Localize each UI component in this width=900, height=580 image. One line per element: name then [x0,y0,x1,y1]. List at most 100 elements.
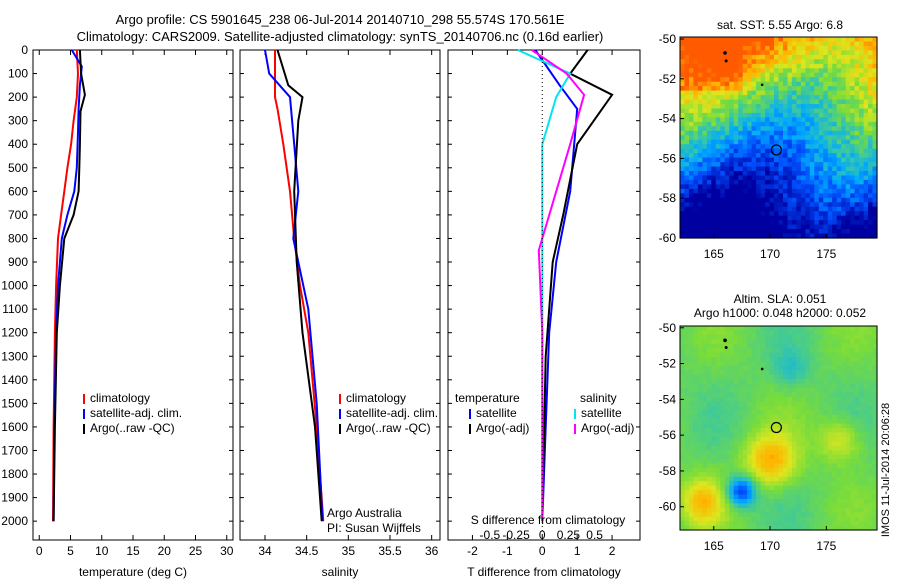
map-cell [832,401,838,407]
map-cell [827,112,833,118]
map-cell [796,50,802,56]
map-cell [845,184,851,190]
map-cell [697,90,703,96]
map-cell [791,179,797,185]
map-cell [809,512,815,518]
map-cell [706,139,712,145]
map-cell [715,383,721,389]
map-cell [809,175,815,181]
map-cell [859,334,865,340]
map-cell [733,99,739,105]
map-cell [796,99,802,105]
map-cell [850,188,856,194]
map-cell [863,68,869,74]
map-cell [756,330,762,336]
map-cell [715,499,721,504]
map-cell [823,436,829,442]
map-cell [814,383,820,389]
map-cell [729,441,735,447]
map-cell [814,233,820,239]
map-cell [872,485,878,491]
map-cell [872,365,878,371]
map-cell [868,162,874,168]
map-cell [711,224,717,230]
map-cell [800,224,806,230]
map-cell [859,454,865,460]
map-cell [814,485,820,491]
map-cell [845,414,851,420]
map-cell [765,211,771,217]
map-cell [809,414,815,420]
map-cell [711,179,717,185]
map-cell [845,211,851,217]
map-cell [733,175,739,181]
map-cell [724,171,730,177]
map-cell [783,357,789,362]
map-cell [733,423,739,429]
top-axis-label: S difference from climatology [471,513,626,527]
map-cell [872,383,878,389]
annotation-line: Argo Australia [327,506,402,520]
map-cell [796,188,802,194]
map-cell [845,135,851,141]
map-cell [760,202,766,208]
map-cell [680,485,686,491]
map-cell [800,463,806,469]
map-cell [823,220,829,226]
map-cell [872,472,878,478]
map-cell [774,476,780,482]
map-cell [832,459,838,464]
map-cell [715,72,721,78]
map-cell [872,135,878,141]
map-cell [742,166,748,172]
map-cell [868,59,874,65]
map-cell [859,499,865,504]
map-cell [787,445,793,451]
map-cell [715,179,721,185]
map-cell [872,157,878,163]
map-cell [805,454,811,460]
map-cell [693,90,699,96]
map-cell [859,326,865,331]
map-cell [774,41,780,47]
map-cell [760,108,766,114]
map-cell [787,525,793,531]
map-cell [693,467,699,473]
map-cell [756,153,762,159]
map-cell [706,86,712,92]
map-cell [765,157,771,163]
map-cell [832,224,838,230]
map-cell [680,410,686,416]
map-cell [689,365,695,371]
map-cell [738,326,744,331]
map-cell [689,162,695,168]
map-cell [706,410,712,416]
map-cell [854,445,860,451]
map-cell [751,472,757,478]
map-cell [863,490,869,496]
map-cell [854,405,860,411]
map-cell [787,162,793,168]
map-cell [738,135,744,141]
map-cell [859,392,865,398]
map-cell [827,211,833,217]
map-cell [697,503,703,509]
map-cell [783,211,789,217]
map-cell [845,193,851,199]
map-cell [765,130,771,136]
map-cell [720,224,726,230]
map-cell [854,233,860,239]
map-cell [800,467,806,473]
map-cell [774,392,780,398]
map-cell [774,72,780,78]
map-cell [845,370,851,376]
map-cell [827,68,833,74]
map-cell [697,326,703,331]
map-cell [818,494,824,500]
map-cell [706,126,712,132]
map-cell [872,499,878,504]
map-cell [760,370,766,376]
map-cell [783,90,789,96]
map-cell [684,184,690,190]
map-cell [783,459,789,464]
